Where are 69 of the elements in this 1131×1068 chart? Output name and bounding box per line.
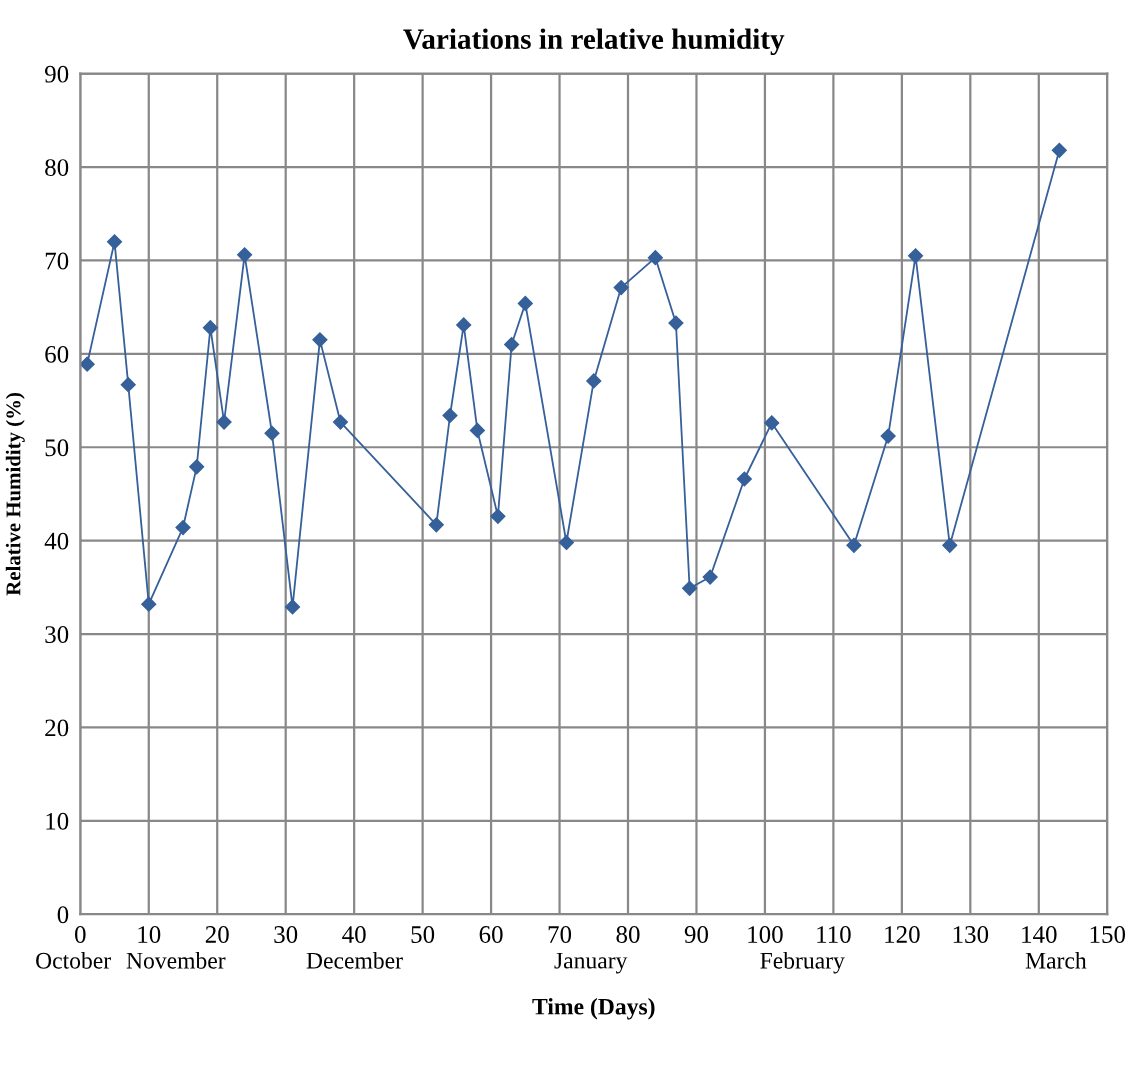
point <box>428 517 444 533</box>
point <box>237 247 253 263</box>
point <box>647 250 663 266</box>
point <box>613 279 629 296</box>
text: February <box>760 952 845 974</box>
x-tick-label: 110 <box>817 926 851 943</box>
point <box>846 537 862 553</box>
x-tick-label: 140 <box>1022 926 1057 943</box>
point <box>456 317 472 333</box>
y-tick-label: 20 <box>45 719 69 737</box>
y-tick-label: 70 <box>45 252 69 270</box>
x-tick-label: 20 <box>205 926 229 943</box>
point <box>442 407 458 424</box>
y-tick-label: 50 <box>45 439 69 457</box>
point <box>942 537 958 553</box>
point <box>682 580 698 596</box>
point <box>80 356 95 372</box>
point <box>216 414 232 430</box>
point <box>120 377 136 393</box>
point <box>764 415 780 431</box>
point <box>586 373 602 389</box>
point <box>504 336 520 353</box>
point <box>202 320 218 336</box>
point <box>668 315 684 331</box>
x-tick-label: 80 <box>616 926 640 943</box>
point <box>558 534 574 551</box>
point <box>312 332 328 348</box>
x-tick-label: 70 <box>548 926 572 943</box>
point <box>284 599 301 615</box>
x-tick-label: 50 <box>411 926 435 943</box>
x-tick-label: 130 <box>953 926 989 943</box>
x-tick-label: 100 <box>748 926 783 943</box>
point <box>264 425 280 441</box>
point <box>332 414 349 430</box>
point <box>106 234 123 250</box>
point <box>880 428 896 444</box>
point <box>469 422 485 439</box>
text: October <box>36 952 111 969</box>
y-tick-label: 10 <box>46 812 69 830</box>
text: January <box>554 952 628 974</box>
x-tick-label: 30 <box>274 926 298 943</box>
text: December <box>306 952 403 969</box>
point <box>1051 142 1067 158</box>
y-tick-label: 80 <box>45 159 69 176</box>
y-tick-label: 90 <box>44 65 69 83</box>
x-tick-label: 10 <box>138 926 161 943</box>
x-tick-label: 120 <box>885 926 920 943</box>
chart-title: Variations in relative humidity <box>403 28 785 55</box>
point <box>189 459 205 475</box>
x-tick-label: 40 <box>342 926 366 943</box>
x-tick-label: 90 <box>684 926 709 943</box>
x-tick-label: 150 <box>1090 926 1126 943</box>
point <box>141 596 157 612</box>
point <box>736 471 752 487</box>
x-tick-label: 0 <box>75 926 86 943</box>
point <box>175 520 191 536</box>
y-tick-label: 30 <box>45 626 69 643</box>
x-tick-label: 60 <box>479 926 503 943</box>
point <box>702 569 718 585</box>
x-axis-title: Time (Days) <box>532 997 655 1020</box>
y-axis-title: Relative Humidity (%) <box>5 393 25 596</box>
y-tick-label: 60 <box>45 345 69 363</box>
y-tick-label: 40 <box>44 532 69 550</box>
point <box>490 508 506 524</box>
text: November <box>126 952 226 969</box>
point <box>517 295 533 312</box>
point <box>907 248 924 264</box>
text: March <box>1025 952 1087 969</box>
y-tick-label: 0 <box>57 906 69 924</box>
